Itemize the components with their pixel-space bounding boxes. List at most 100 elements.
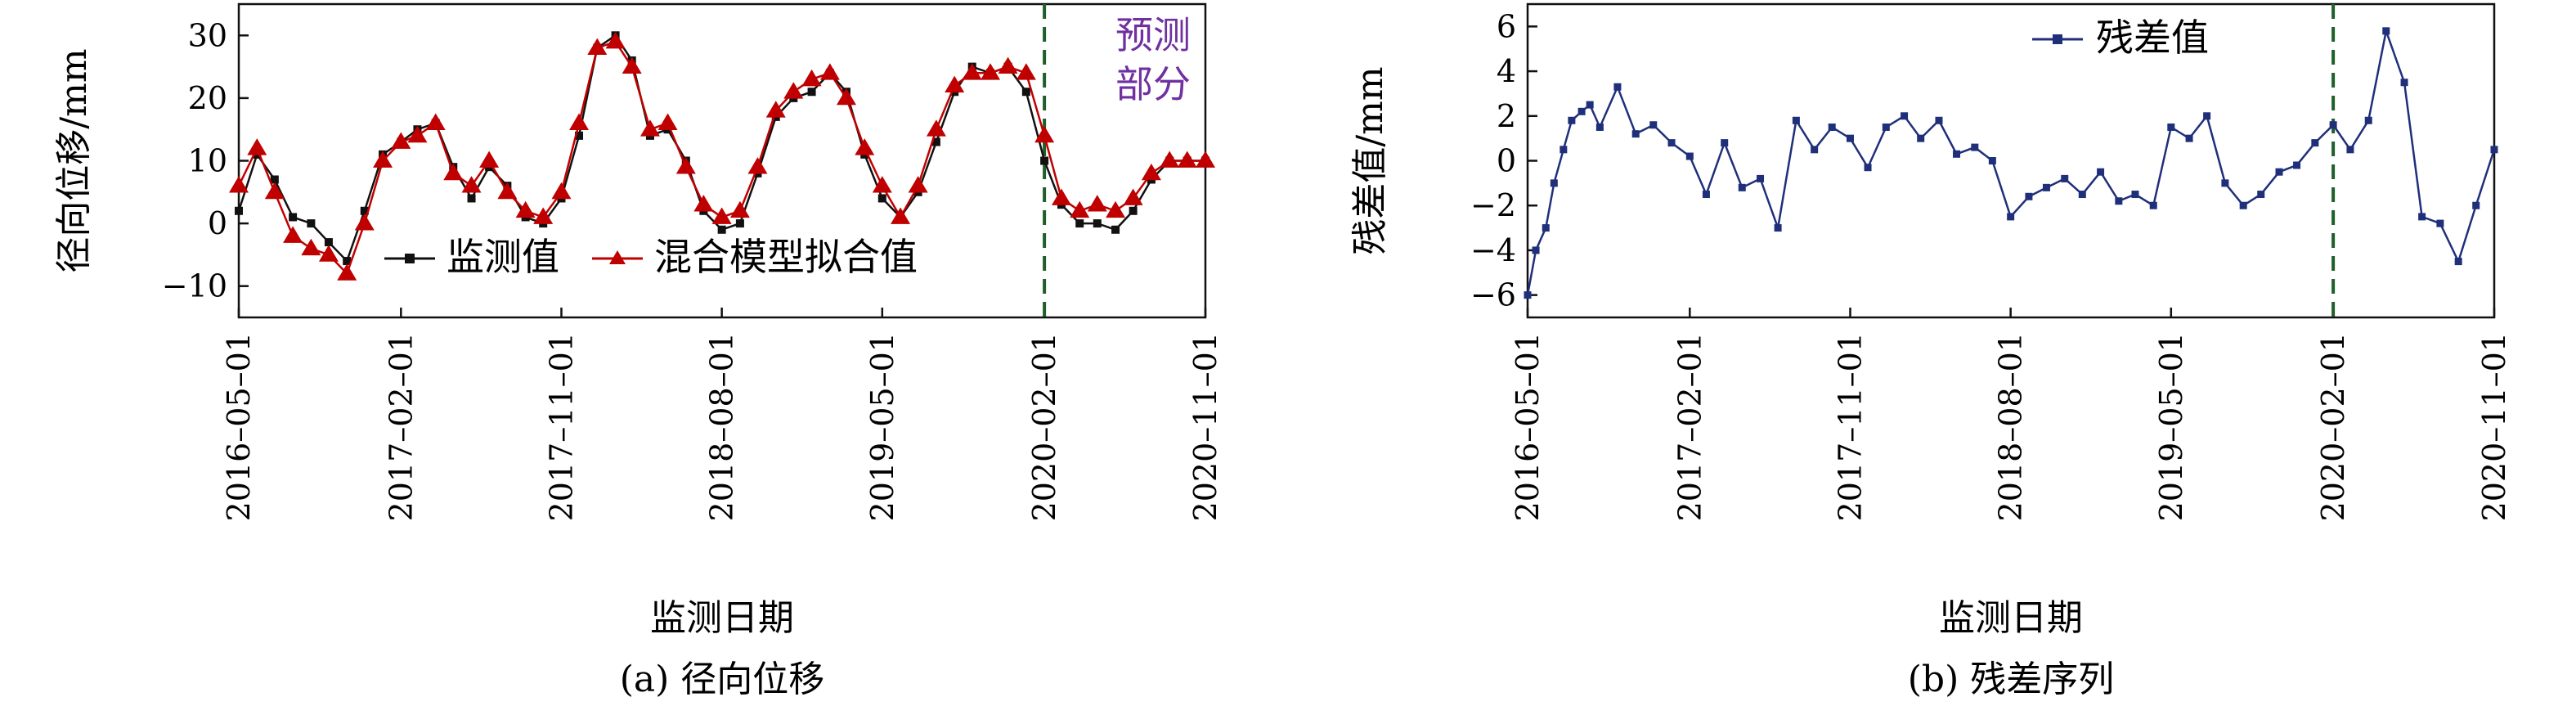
data-point (301, 238, 321, 256)
forecast-annotation: 部分 (1115, 62, 1191, 106)
data-point (945, 75, 965, 92)
data-point (765, 101, 786, 118)
data-point (515, 200, 536, 218)
data-point (998, 56, 1018, 74)
data-point (289, 213, 298, 222)
data-point (1532, 246, 1540, 254)
data-point (855, 138, 875, 155)
data-point (1901, 112, 1909, 120)
data-point (2167, 123, 2175, 131)
data-point (2097, 168, 2105, 176)
data-point (747, 157, 768, 174)
panel-caption: (b) 残差序列 (1908, 659, 2114, 700)
data-point (1774, 224, 1782, 232)
data-point (1550, 179, 1558, 187)
data-point (1811, 146, 1819, 154)
data-point (2329, 121, 2337, 129)
plot-frame (1526, 2, 2496, 319)
data-point (479, 151, 500, 168)
data-point (1721, 139, 1729, 147)
y-tick-label: 2 (1497, 98, 1516, 134)
data-point (1524, 291, 1532, 299)
data-point (343, 257, 352, 266)
data-point (962, 63, 982, 80)
data-point (735, 219, 744, 228)
data-point (307, 219, 316, 228)
data-point (1577, 107, 1586, 115)
data-point (819, 63, 840, 80)
y-axis-label: 残差值/mm (1349, 66, 1391, 254)
y-tick-label: −4 (1470, 232, 1516, 268)
data-point (622, 56, 642, 74)
data-point (729, 200, 750, 218)
data-point (1586, 101, 1594, 109)
data-point (229, 176, 249, 193)
x-tick-label: 2020–02–01 (1026, 332, 1062, 521)
data-point (1702, 191, 1710, 199)
panel-caption: (a) 径向位移 (620, 659, 825, 700)
data-point (1093, 219, 1102, 228)
data-point (872, 176, 892, 193)
panel-b-residual-series: −6 −4 −2 0 2 4 6 2016–05–01 2017–02–01 2017–11–01… (1349, 2, 2512, 700)
data-point (1040, 156, 1049, 165)
data-point (354, 214, 375, 231)
y-tick-label: −10 (162, 268, 227, 304)
x-tick-label: 2017–11–01 (1832, 332, 1868, 521)
data-point (2203, 112, 2211, 120)
data-point (1828, 123, 1836, 131)
data-point (1882, 123, 1890, 131)
legend-swatch-marker (609, 250, 626, 264)
data-point (2454, 258, 2462, 266)
data-point (1141, 163, 1161, 181)
data-point (1196, 151, 1215, 168)
data-point (1160, 151, 1180, 168)
data-point (318, 245, 339, 262)
data-point (675, 157, 696, 174)
data-point (270, 175, 279, 184)
data-point (2221, 179, 2229, 187)
data-point (1177, 151, 1197, 168)
data-point (783, 82, 804, 99)
data-point (1123, 188, 1143, 205)
data-point (425, 113, 446, 130)
data-point (551, 182, 572, 200)
data-point (877, 194, 886, 203)
data-point (587, 38, 608, 56)
data-point (2078, 191, 2086, 199)
x-tick-label: 2020–11–01 (1187, 332, 1223, 521)
data-point (283, 226, 303, 243)
data-point (657, 113, 678, 130)
data-point (2257, 191, 2265, 199)
x-tick-label: 2019–05–01 (2153, 332, 2189, 521)
data-point (1685, 152, 1694, 160)
x-tick-label: 2020–02–01 (2315, 332, 2351, 521)
data-point (337, 263, 357, 281)
data-point (2239, 201, 2247, 209)
data-point (1613, 83, 1622, 91)
data-point (1667, 139, 1676, 147)
data-point (1846, 134, 1854, 142)
data-point (2382, 27, 2390, 35)
data-point (2042, 183, 2050, 191)
data-point (711, 207, 732, 224)
data-point (235, 206, 243, 215)
data-point (2025, 192, 2033, 200)
data-point (640, 119, 660, 137)
y-tick-label: −2 (1470, 187, 1516, 223)
data-point (2346, 146, 2354, 154)
x-tick-label: 2017–02–01 (1672, 332, 1708, 521)
data-point (2061, 174, 2069, 182)
data-point (533, 207, 554, 224)
data-point (324, 238, 333, 247)
data-point (1864, 164, 1872, 172)
series-line (1526, 27, 2496, 295)
data-point (1738, 183, 1746, 191)
legend-swatch-marker (2053, 34, 2062, 44)
data-point (1129, 206, 1138, 215)
data-point (717, 225, 726, 234)
data-point (807, 88, 816, 97)
data-point (1757, 174, 1765, 182)
x-tick-label: 2018–08–01 (1993, 332, 2029, 521)
legend: 残差值 (2032, 16, 2209, 60)
legend-label: 残差值 (2096, 16, 2209, 60)
